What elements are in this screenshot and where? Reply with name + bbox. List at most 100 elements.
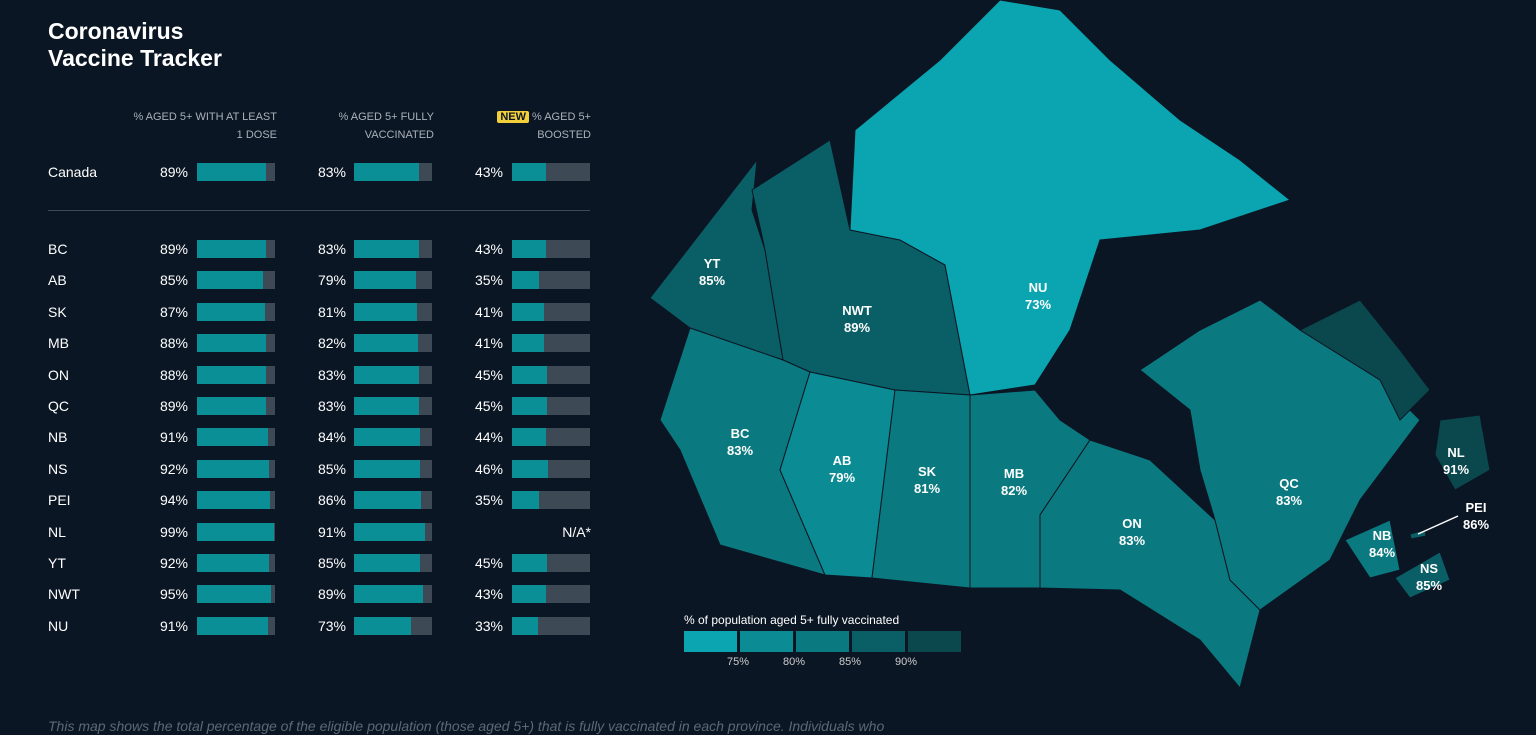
- boost-percent: 35%: [474, 272, 503, 289]
- region-nu[interactable]: [849, 0, 1292, 396]
- dose1-bar: [197, 616, 275, 635]
- boost-bar: [512, 459, 590, 478]
- region-name: QC: [48, 398, 69, 414]
- header-text: 1 DOSE: [236, 129, 277, 141]
- region-value: 89%: [844, 320, 870, 335]
- table-row: PEI 94% 86% 35%: [48, 491, 593, 511]
- header-text: % AGED 5+ FULLY: [338, 111, 434, 123]
- boost-percent: 33%: [474, 617, 503, 634]
- full-percent: 83%: [317, 398, 346, 414]
- full-bar: [354, 397, 432, 415]
- full-bar: [354, 522, 432, 541]
- region-name: AB: [48, 272, 67, 289]
- full-bar-fill: [354, 554, 421, 572]
- region-name: Canada: [48, 164, 98, 180]
- boost-bar: [512, 163, 590, 181]
- header-text: % AGED 5+: [531, 111, 591, 123]
- region-name: NS: [48, 460, 68, 477]
- region-value: 81%: [914, 481, 940, 496]
- boost-percent: 41%: [474, 335, 503, 352]
- dose1-percent: 89%: [159, 398, 188, 414]
- legend-tick: 85%: [838, 656, 862, 668]
- region-label: BC: [731, 426, 750, 441]
- title-line-1: Coronavirus: [48, 18, 184, 44]
- dose1-bar-fill: [197, 522, 275, 541]
- full-bar-fill: [354, 365, 419, 384]
- boost-bar-fill: [512, 554, 548, 572]
- region-label: YT: [704, 256, 721, 271]
- legend-tick: 75%: [726, 656, 750, 668]
- dose1-percent: 87%: [159, 303, 188, 320]
- region-name: NL: [48, 523, 66, 540]
- table-row: ON 88% 83% 45%: [48, 365, 593, 386]
- boost-bar-fill: [512, 271, 540, 290]
- region-ab[interactable]: [779, 371, 896, 579]
- region-name: PEI: [48, 492, 71, 509]
- title-line-2: Vaccine Tracker: [48, 45, 222, 71]
- region-value: 82%: [1001, 483, 1027, 498]
- dose1-percent: 89%: [159, 164, 188, 180]
- full-bar: [354, 428, 432, 447]
- table-row: QC 89% 83% 45%: [48, 397, 593, 417]
- dose1-percent: 92%: [159, 460, 188, 477]
- table-row: MB 88% 82% 41%: [48, 334, 593, 354]
- boost-na: N/A*: [562, 523, 591, 540]
- region-ns[interactable]: [1394, 551, 1451, 599]
- dose1-percent: 88%: [159, 335, 188, 352]
- region-nl-island[interactable]: [1434, 414, 1491, 491]
- table-row: Canada 89% 83% 43%: [48, 163, 593, 183]
- region-value: 86%: [1463, 517, 1489, 532]
- dose1-bar: [197, 428, 275, 447]
- page-title: Coronavirus Vaccine Tracker: [48, 18, 222, 72]
- boost-bar-fill: [512, 365, 548, 384]
- dose1-bar-fill: [197, 554, 269, 572]
- footer-note: This map shows the total percentage of t…: [48, 718, 885, 734]
- full-bar-fill: [354, 397, 419, 415]
- full-bar: [354, 616, 432, 635]
- boost-percent: 41%: [474, 303, 503, 320]
- boost-bar: [512, 554, 590, 572]
- region-qc[interactable]: [1139, 299, 1421, 611]
- dose1-percent: 99%: [159, 523, 188, 540]
- dose1-bar: [197, 554, 275, 572]
- dose1-percent: 91%: [159, 429, 188, 446]
- full-percent: 83%: [317, 241, 346, 257]
- dose1-bar-fill: [197, 163, 267, 181]
- dose1-bar-fill: [197, 302, 265, 321]
- header-boost: NEW% AGED 5+ BOOSTED: [421, 108, 591, 144]
- full-percent: 86%: [317, 492, 346, 509]
- boost-percent: 45%: [474, 555, 503, 571]
- dose1-bar: [197, 365, 275, 384]
- region-nb[interactable]: [1344, 519, 1401, 579]
- table-row: NU 91% 73% 33%: [48, 616, 593, 637]
- dose1-bar-fill: [197, 616, 268, 635]
- boost-bar: [512, 491, 590, 510]
- boost-bar: [512, 240, 590, 258]
- region-on[interactable]: [1039, 439, 1261, 690]
- legend: [684, 631, 961, 652]
- full-bar-fill: [354, 240, 419, 258]
- dose1-bar-fill: [197, 491, 271, 510]
- dose1-bar: [197, 522, 275, 541]
- full-percent: 83%: [317, 366, 346, 383]
- region-value: 83%: [1119, 533, 1145, 548]
- boost-percent: 45%: [474, 366, 503, 383]
- region-name: NU: [48, 617, 69, 634]
- region-label: NS: [1420, 561, 1438, 576]
- full-percent: 85%: [317, 555, 346, 571]
- boost-bar-fill: [512, 491, 540, 510]
- dose1-percent: 85%: [159, 272, 188, 289]
- dose1-bar-fill: [197, 459, 269, 478]
- boost-bar: [512, 616, 590, 635]
- full-bar-fill: [354, 522, 425, 541]
- region-nl[interactable]: [1298, 299, 1431, 421]
- dose1-bar-fill: [197, 240, 267, 258]
- full-bar: [354, 585, 432, 604]
- region-value: 91%: [1443, 462, 1469, 477]
- boost-percent: 43%: [474, 241, 503, 257]
- dose1-bar: [197, 491, 275, 510]
- full-percent: 84%: [317, 429, 346, 446]
- boost-percent: 43%: [474, 586, 503, 603]
- table-row: AB 85% 79% 35%: [48, 271, 593, 291]
- legend-swatch: [684, 631, 737, 652]
